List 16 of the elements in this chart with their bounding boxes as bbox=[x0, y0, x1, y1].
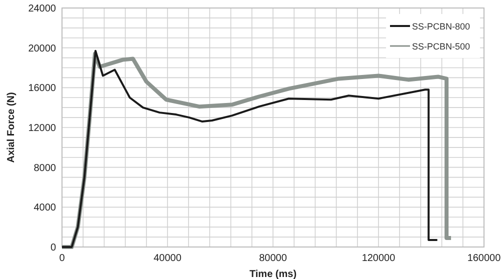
x-axis-title: Time (ms) bbox=[249, 269, 297, 279]
y-axis-title: Axial Force (N) bbox=[6, 92, 17, 163]
legend-label: SS-PCBN-500 bbox=[412, 42, 470, 52]
y-tick-label: 12000 bbox=[28, 123, 56, 134]
y-tick-label: 20000 bbox=[28, 43, 56, 54]
y-tick-label: 24000 bbox=[28, 4, 56, 14]
y-tick-label: 8000 bbox=[34, 162, 56, 174]
y-tick-label: 0 bbox=[50, 242, 56, 254]
y-tick-label: 16000 bbox=[28, 83, 56, 94]
legend-label: SS-PCBN-800 bbox=[412, 22, 470, 32]
x-tick-label: 120000 bbox=[362, 253, 396, 264]
x-tick-label: 40000 bbox=[154, 253, 182, 264]
x-tick-label: 160000 bbox=[467, 253, 502, 264]
x-tick-label: 80000 bbox=[259, 253, 288, 264]
y-tick-label: 4000 bbox=[34, 202, 56, 214]
x-tick-label: 0 bbox=[59, 253, 66, 264]
